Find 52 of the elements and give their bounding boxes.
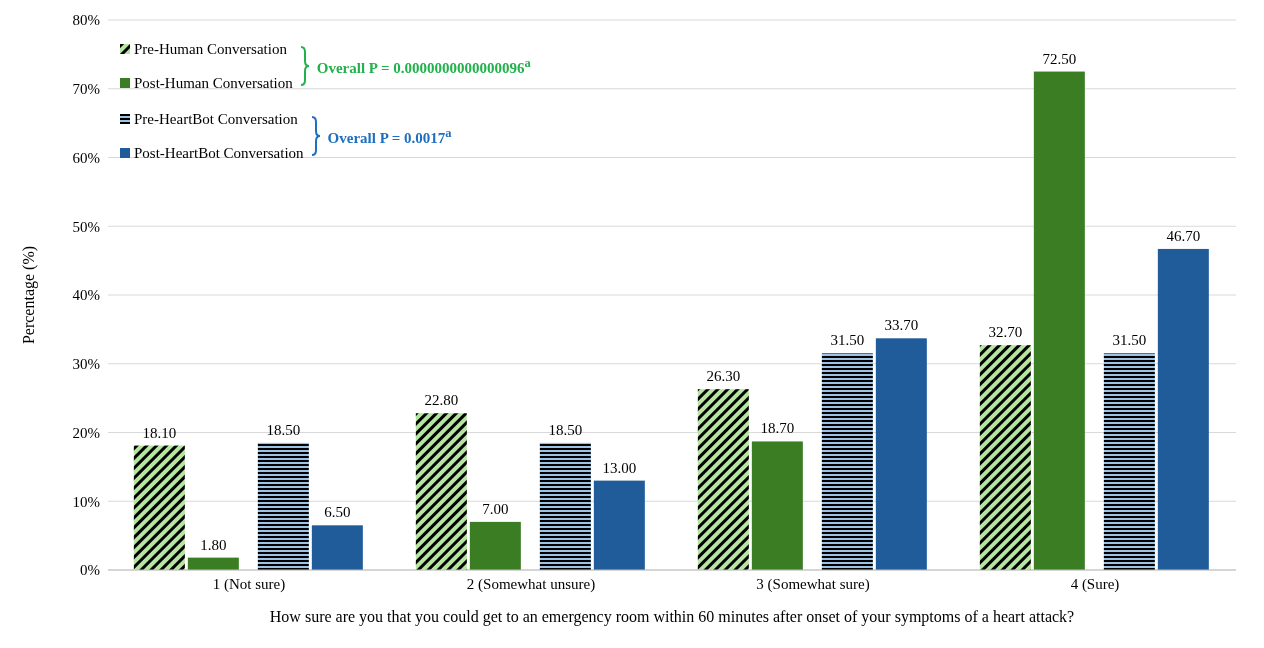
y-tick-label: 50% [72,218,100,235]
data-label: 18.70 [760,420,795,437]
bar [257,442,309,570]
x-tick-label: 2 (Somewhat unsure) [466,575,596,593]
bar [979,345,1031,570]
legend-label: Pre-Human Conversation [134,40,287,58]
data-label: 26.30 [706,368,741,385]
bar [593,480,645,570]
bar [415,413,467,570]
x-tick-label: 3 (Somewhat sure) [756,575,870,593]
data-label: 33.70 [884,317,919,334]
data-label: 46.70 [1166,227,1201,244]
bar [1103,353,1155,570]
bar [1157,248,1209,570]
y-tick-label: 70% [72,81,100,98]
bar [751,441,803,570]
y-tick-label: 10% [72,493,100,510]
data-label: 1.80 [200,536,227,553]
data-label: 31.50 [1112,332,1147,349]
data-label: 7.00 [482,500,509,517]
data-label: 18.10 [142,424,177,441]
x-axis-title: How sure are you that you could get to an emergency room within 60 minutes after onset of your symptoms of a heart attack? [269,608,1075,626]
y-tick-label: 80% [72,12,100,29]
bar [539,442,591,570]
data-label: 31.50 [830,332,865,349]
bar [697,389,749,570]
y-axis-title: Percentage (%) [19,245,38,345]
data-label: 18.50 [266,421,301,438]
y-tick-label: 30% [72,356,100,373]
legend-label: Post-HeartBot Conversation [134,144,304,162]
data-label: 13.00 [602,459,637,476]
y-tick-label: 20% [72,424,100,441]
y-tick-label: 0% [80,562,100,579]
y-tick-label: 60% [72,149,100,166]
x-tick-label: 1 (Not sure) [212,575,286,593]
x-tick-label: 4 (Sure) [1070,575,1120,593]
bar [311,525,363,570]
legend-label: Pre-HeartBot Conversation [134,110,298,128]
bar [821,353,873,570]
y-tick-label: 40% [72,287,100,304]
data-label: 22.80 [424,392,459,409]
bar [133,445,185,570]
data-label: 6.50 [324,504,351,521]
bar [1033,71,1085,570]
annotation: Overall P = 0.0000000000000096$^{a}$ [316,55,531,77]
data-label: 72.50 [1042,50,1077,67]
data-label: 18.50 [548,421,583,438]
bar [469,521,521,570]
legend-label: Post-Human Conversation [134,74,293,92]
annotation: Overall P = 0.0017$^{a}$ [327,125,452,147]
data-label: 32.70 [988,324,1023,341]
bar [875,338,927,570]
